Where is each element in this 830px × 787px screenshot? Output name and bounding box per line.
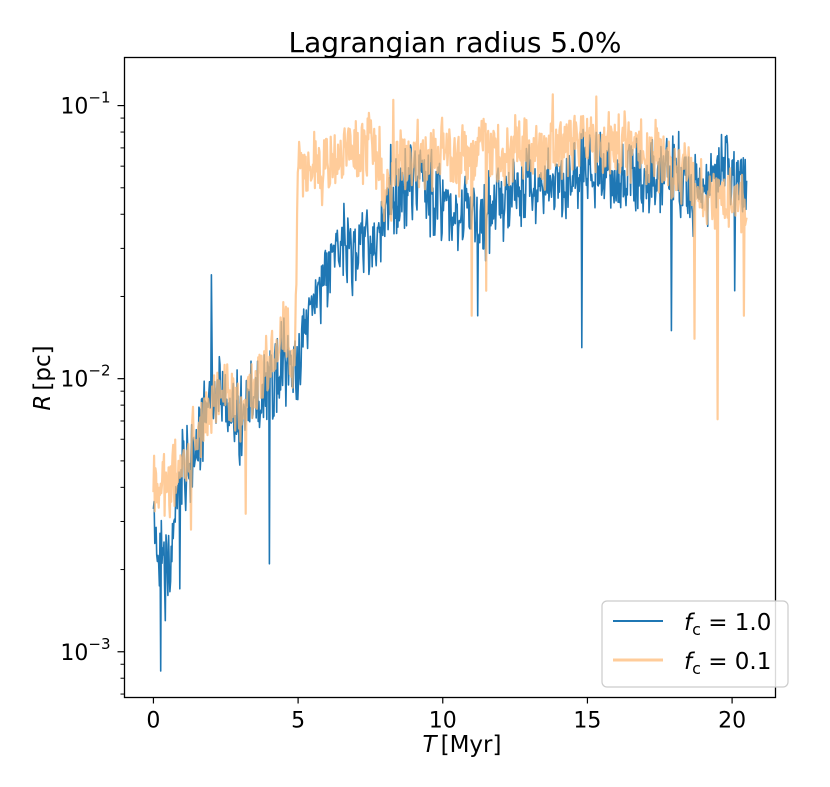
series-line-0 bbox=[152, 128, 748, 672]
legend-label-fc-0.1: fc = 0.1 bbox=[684, 649, 771, 678]
plot-frame bbox=[123, 56, 777, 699]
y-axis-ticks: 10−3 10−2 10−1 bbox=[60, 89, 125, 695]
y-tick-label: 10−3 bbox=[60, 635, 110, 666]
x-tick-label: 10 bbox=[429, 709, 457, 734]
legend-label-fc-0.1-var: f bbox=[684, 649, 695, 675]
x-axis-label: T [Myr] bbox=[423, 732, 502, 758]
legend-label-fc-1.0-var: f bbox=[684, 610, 695, 636]
y-tick-label: 10−1 bbox=[60, 89, 110, 120]
legend-label-fc-0.1-rhs: = 0.1 bbox=[701, 649, 771, 675]
chart-title: Lagrangian radius 5.0% bbox=[289, 26, 622, 59]
x-tick-label: 15 bbox=[573, 709, 601, 734]
x-axis-ticks: 0 5 10 15 20 bbox=[146, 697, 746, 734]
x-tick-label: 20 bbox=[718, 709, 746, 734]
legend-label-fc-1.0-sub: c bbox=[692, 620, 701, 639]
y-axis-label-unit: [pc] bbox=[30, 345, 56, 390]
legend-label-fc-1.0-rhs: = 1.0 bbox=[701, 610, 771, 636]
legend: fc = 1.0 fc = 0.1 bbox=[601, 600, 789, 688]
series-line-1 bbox=[152, 93, 748, 531]
series-layer bbox=[152, 93, 748, 672]
y-axis-label: R [pc] bbox=[30, 345, 56, 410]
x-axis-label-var: T bbox=[423, 732, 439, 758]
legend-label-fc-0.1-sub: c bbox=[692, 659, 701, 678]
x-tick-label: 5 bbox=[291, 709, 305, 734]
y-tick-label: 10−2 bbox=[60, 362, 110, 393]
x-tick-label: 0 bbox=[146, 709, 160, 734]
legend-label-fc-1.0: fc = 1.0 bbox=[684, 610, 771, 639]
y-axis-label-var: R bbox=[30, 395, 56, 411]
legend-box bbox=[601, 600, 789, 688]
x-axis-label-unit: [Myr] bbox=[441, 732, 502, 758]
